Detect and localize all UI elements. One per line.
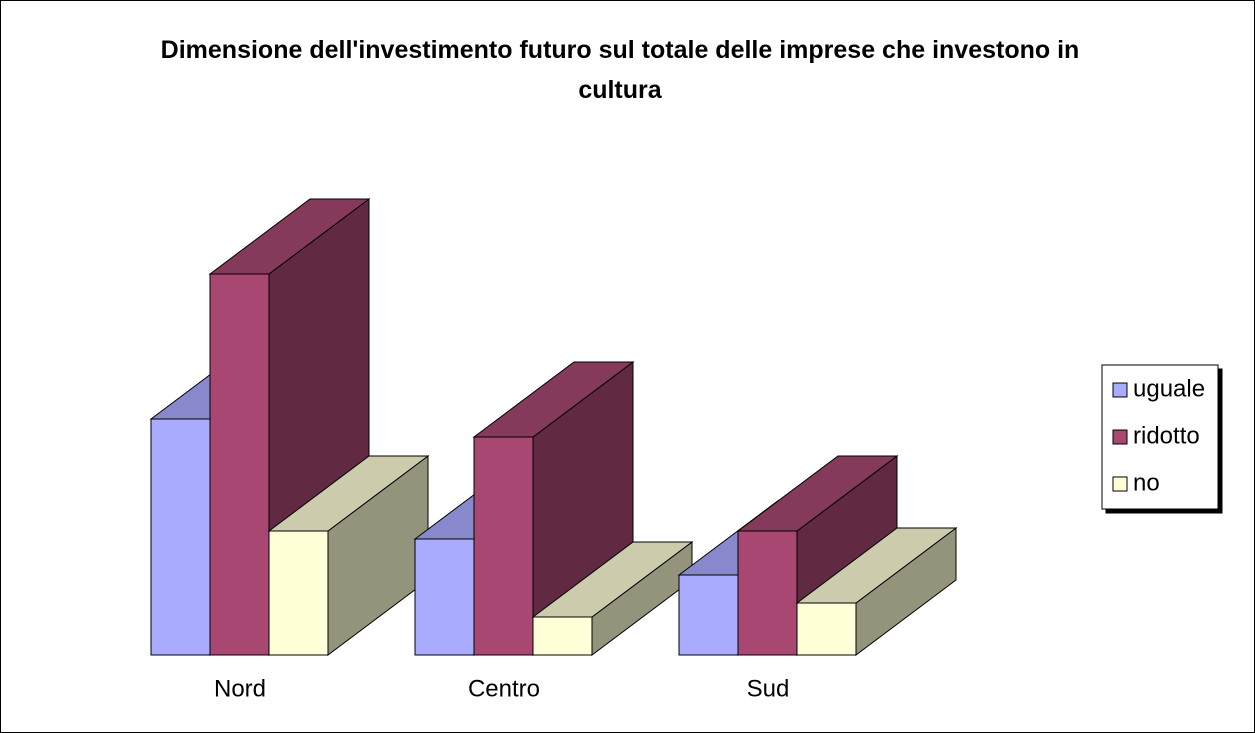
legend-swatch [1112, 382, 1128, 398]
x-tick-label: Centro [468, 675, 540, 702]
legend-swatch [1112, 429, 1128, 445]
legend-swatch [1112, 476, 1128, 492]
bar [209, 273, 270, 656]
x-tick-label: Nord [214, 675, 266, 702]
legend-label: uguale [1133, 375, 1205, 402]
bar [473, 436, 534, 656]
bar [796, 602, 857, 656]
bar [268, 530, 329, 656]
bar [414, 538, 475, 656]
x-tick-label: Sud [747, 675, 790, 702]
chart-title: Dimensione dell'investimento futuro sul … [160, 36, 1080, 104]
bar [678, 574, 739, 656]
legend-label: ridotto [1133, 422, 1200, 449]
legend-label: no [1133, 469, 1160, 496]
bar [150, 418, 211, 656]
bar [532, 616, 593, 656]
bar [737, 530, 798, 656]
